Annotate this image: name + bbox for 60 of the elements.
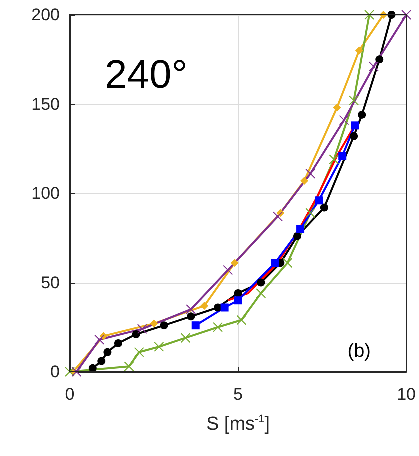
point bbox=[300, 177, 309, 186]
annotation: (b) bbox=[348, 341, 372, 362]
point bbox=[192, 322, 200, 330]
x-tick-label: 5 bbox=[234, 385, 244, 404]
point bbox=[355, 46, 364, 55]
point bbox=[349, 96, 360, 106]
point bbox=[306, 208, 316, 218]
point bbox=[402, 10, 412, 20]
point bbox=[315, 196, 324, 205]
point bbox=[220, 304, 229, 312]
point bbox=[271, 259, 280, 268]
point bbox=[236, 315, 247, 326]
point bbox=[187, 312, 196, 321]
point bbox=[154, 342, 164, 352]
point bbox=[104, 348, 112, 356]
point bbox=[150, 320, 158, 328]
point bbox=[320, 204, 328, 212]
point bbox=[376, 56, 384, 64]
point bbox=[223, 265, 234, 276]
y-tick-label: 150 bbox=[32, 94, 60, 114]
point bbox=[213, 322, 224, 332]
point bbox=[186, 304, 196, 315]
point bbox=[132, 330, 140, 339]
point bbox=[329, 154, 340, 165]
point bbox=[94, 334, 105, 345]
point bbox=[368, 62, 379, 72]
point bbox=[137, 324, 148, 334]
point bbox=[114, 339, 122, 348]
point bbox=[160, 322, 168, 330]
point bbox=[364, 10, 375, 20]
point bbox=[72, 367, 82, 377]
point bbox=[351, 122, 360, 130]
point bbox=[200, 302, 209, 310]
point bbox=[272, 212, 283, 222]
point bbox=[333, 104, 342, 112]
point bbox=[124, 362, 134, 372]
point bbox=[294, 232, 302, 240]
point bbox=[339, 115, 350, 126]
point bbox=[257, 278, 266, 287]
point bbox=[98, 357, 106, 366]
point bbox=[134, 347, 144, 358]
annotation: 240° bbox=[105, 53, 188, 97]
point bbox=[230, 259, 239, 268]
point bbox=[65, 367, 75, 377]
point bbox=[306, 168, 316, 179]
point bbox=[234, 289, 242, 298]
y-tick-label: 50 bbox=[41, 273, 60, 292]
point bbox=[296, 225, 305, 234]
y-tick-label: 100 bbox=[32, 184, 60, 203]
point bbox=[338, 152, 347, 160]
point bbox=[88, 364, 97, 372]
y-tick-label: 0 bbox=[50, 362, 60, 382]
point bbox=[234, 296, 242, 305]
x-tick-label: 0 bbox=[65, 385, 75, 404]
point bbox=[358, 110, 366, 119]
x-tick-label: 10 bbox=[397, 385, 416, 404]
y-tick-label: 200 bbox=[32, 6, 60, 24]
point bbox=[350, 132, 358, 140]
point bbox=[180, 333, 191, 344]
point bbox=[282, 258, 293, 268]
